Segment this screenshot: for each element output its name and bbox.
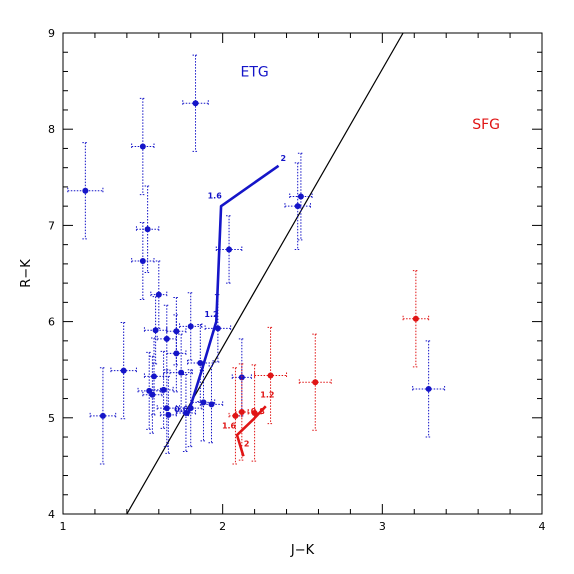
y-tick-label: 4 [48, 508, 55, 521]
sfg-marker [251, 409, 258, 416]
etg-track-label: 1.2 [204, 310, 218, 319]
y-tick-label: 6 [48, 316, 55, 329]
etg-point [199, 365, 224, 444]
axis-ticks [62, 32, 543, 515]
etg-track [186, 164, 280, 417]
divider-line [126, 33, 404, 514]
etg-point [153, 350, 174, 429]
x-tick-label: 4 [539, 520, 546, 533]
etg-marker [165, 411, 172, 418]
etg-point [142, 355, 163, 434]
y-tick-label: 9 [48, 27, 55, 40]
sfg-marker [412, 315, 419, 322]
etg-point [150, 260, 168, 329]
etg-marker [82, 187, 89, 194]
etg-point [169, 333, 193, 412]
sfg-point [234, 363, 249, 461]
etg-marker [297, 193, 304, 200]
y-tick-label: 8 [48, 123, 55, 136]
etg-point [156, 304, 177, 374]
etg-marker [139, 257, 146, 264]
y-tick-label: 7 [48, 219, 55, 232]
sfg-point [298, 333, 332, 431]
etg-point [131, 222, 155, 300]
sfg-track-label: 1.6 [222, 421, 237, 430]
sfg-marker [267, 372, 274, 379]
etg-marker [208, 401, 215, 408]
sfg-marker [312, 379, 319, 386]
etg-marker [192, 100, 199, 107]
etg-marker [294, 203, 301, 210]
plot-area: 1.2 1.6 2 0.6 1.2 0.8 1.6 2 [67, 33, 446, 514]
sfg-marker [232, 412, 239, 419]
etg-marker [144, 226, 151, 233]
etg-point [89, 367, 117, 465]
etg-point [187, 323, 214, 402]
etg-marker [163, 405, 170, 412]
etg-marker [139, 143, 146, 150]
etg-marker [151, 373, 158, 380]
etg-marker [226, 246, 233, 253]
etg-point [67, 142, 104, 240]
etg-point [179, 292, 203, 361]
etg-point [284, 162, 311, 250]
etg-marker [152, 327, 159, 334]
axis-tick-labels: 1 2 3 4 4 5 6 7 8 9 [48, 27, 546, 533]
etg-marker [163, 335, 170, 342]
region-label-sfg: SFG [472, 117, 500, 133]
x-tick-label: 3 [379, 520, 386, 533]
sfg-point [402, 270, 430, 368]
etg-point [159, 375, 177, 454]
etg-point [289, 152, 313, 241]
region-label-etg: ETG [240, 64, 268, 80]
etg-marker [120, 367, 127, 374]
etg-point [110, 322, 137, 420]
plot-frame [62, 32, 543, 515]
etg-marker [187, 323, 194, 330]
etg-marker [178, 369, 185, 376]
sfg-track [235, 405, 267, 457]
etg-marker [200, 399, 207, 406]
y-axis-label: R−K [19, 259, 34, 288]
sfg-track-label: 1.2 [260, 391, 274, 400]
etg-point [215, 215, 243, 284]
etg-point [131, 97, 155, 196]
y-tick-label: 5 [48, 412, 55, 425]
etg-point [135, 185, 160, 274]
etg-marker [197, 359, 204, 366]
sfg-track-label: 0.8 [251, 407, 266, 416]
etg-point [182, 54, 209, 152]
etg-marker [173, 350, 180, 357]
etg-point [412, 340, 446, 438]
x-tick-label: 2 [219, 520, 226, 533]
etg-marker [99, 412, 106, 419]
sfg-marker [238, 409, 245, 416]
x-axis-label: J−K [290, 543, 315, 558]
etg-marker [425, 385, 432, 392]
sfg-track-label: 2 [244, 440, 250, 449]
etg-marker [214, 325, 221, 332]
etg-marker [155, 291, 162, 298]
x-tick-label: 1 [60, 520, 67, 533]
sfg-point [254, 326, 288, 425]
etg-track-label: 0.6 [174, 405, 189, 414]
etg-point [166, 314, 187, 393]
etg-point [204, 294, 232, 363]
etg-track-label: 2 [281, 154, 287, 163]
etg-track-label: 1.6 [208, 191, 223, 200]
etg-marker [149, 391, 156, 398]
etg-marker [160, 386, 167, 393]
